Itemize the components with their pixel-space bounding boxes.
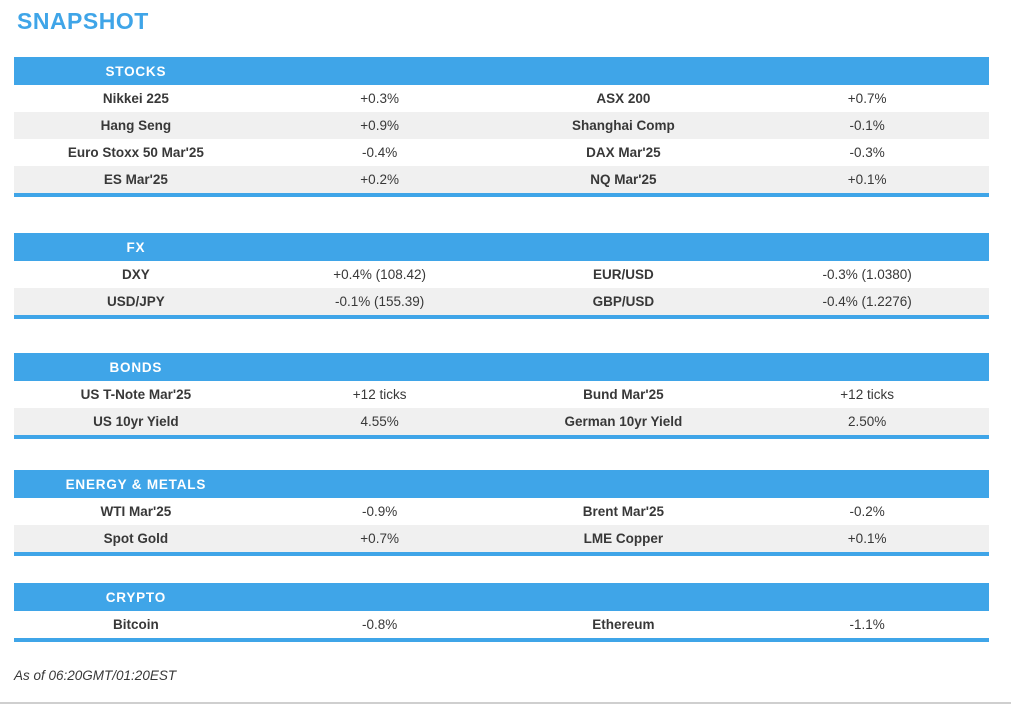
section-fx: FX DXY +0.4% (108.42) EUR/USD -0.3% (1.0… [14, 233, 989, 319]
instrument-value: +0.4% (108.42) [333, 267, 426, 282]
instrument-name: Bitcoin [113, 617, 159, 632]
section-header: CRYPTO [14, 583, 989, 611]
table-row: USD/JPY -0.1% (155.39) GBP/USD -0.4% (1.… [14, 288, 989, 315]
section-rows: DXY +0.4% (108.42) EUR/USD -0.3% (1.0380… [14, 261, 989, 315]
section-crypto: CRYPTO Bitcoin -0.8% Ethereum -1.1% [14, 583, 989, 642]
instrument-value: -0.4% (1.2276) [822, 294, 912, 309]
section-header-label: CRYPTO [105, 589, 167, 605]
instrument-name: ASX 200 [596, 91, 651, 106]
table-row: ES Mar'25 +0.2% NQ Mar'25 +0.1% [14, 166, 989, 193]
instrument-value: -0.2% [849, 504, 885, 519]
instrument-value: 4.55% [360, 414, 399, 429]
instrument-value: -0.1% (155.39) [334, 294, 425, 309]
snapshot-page: SNAPSHOT STOCKS Nikkei 225 +0.3% ASX 200… [0, 10, 1011, 683]
table-row: Spot Gold +0.7% LME Copper +0.1% [14, 525, 989, 552]
table-row: US 10yr Yield 4.55% German 10yr Yield 2.… [14, 408, 989, 435]
footer-timestamp: As of 06:20GMT/01:20EST [14, 668, 177, 683]
instrument-name: Spot Gold [103, 531, 169, 546]
instrument-name: USD/JPY [106, 294, 165, 309]
instrument-name: EUR/USD [592, 267, 654, 282]
instrument-value: +0.9% [360, 118, 399, 133]
table-row: Hang Seng +0.9% Shanghai Comp -0.1% [14, 112, 989, 139]
table-row: Bitcoin -0.8% Ethereum -1.1% [14, 611, 989, 638]
instrument-value: +0.7% [360, 531, 399, 546]
table-row: Euro Stoxx 50 Mar'25 -0.4% DAX Mar'25 -0… [14, 139, 989, 166]
instrument-value: -0.9% [361, 504, 398, 519]
instrument-name: German 10yr Yield [564, 414, 683, 429]
instrument-name: Bund Mar'25 [583, 387, 664, 402]
instrument-value: -0.4% [361, 145, 398, 160]
section-header: STOCKS [14, 57, 989, 85]
instrument-name: DAX Mar'25 [586, 145, 661, 160]
instrument-value: 2.50% [847, 414, 887, 429]
section-header-label: STOCKS [105, 63, 167, 79]
table-row: DXY +0.4% (108.42) EUR/USD -0.3% (1.0380… [14, 261, 989, 288]
instrument-name: Euro Stoxx 50 Mar'25 [67, 145, 204, 160]
instrument-value: +0.7% [847, 91, 887, 106]
section-bonds: BONDS US T-Note Mar'25 +12 ticks Bund Ma… [14, 353, 989, 439]
instrument-name: US 10yr Yield [93, 414, 179, 429]
instrument-name: Hang Seng [100, 118, 172, 133]
instrument-value: -0.1% [849, 118, 885, 133]
section-header-label: FX [126, 239, 146, 255]
section-rows: Bitcoin -0.8% Ethereum -1.1% [14, 611, 989, 638]
instrument-name: Nikkei 225 [102, 91, 169, 106]
section-header-label: BONDS [109, 359, 163, 375]
instrument-value: +12 ticks [352, 387, 407, 402]
instrument-name: DXY [121, 267, 150, 282]
instrument-value: -0.3% (1.0380) [822, 267, 912, 282]
instrument-name: Ethereum [592, 617, 655, 632]
table-row: Nikkei 225 +0.3% ASX 200 +0.7% [14, 85, 989, 112]
table-row: WTI Mar'25 -0.9% Brent Mar'25 -0.2% [14, 498, 989, 525]
section-energy-metals: ENERGY & METALS WTI Mar'25 -0.9% Brent M… [14, 470, 989, 556]
section-header-label: ENERGY & METALS [65, 476, 207, 492]
instrument-value: +0.3% [360, 91, 399, 106]
section-rows: US T-Note Mar'25 +12 ticks Bund Mar'25 +… [14, 381, 989, 435]
instrument-name: ES Mar'25 [103, 172, 168, 187]
instrument-name: Shanghai Comp [571, 118, 675, 133]
instrument-value: +0.1% [847, 172, 887, 187]
instrument-name: GBP/USD [592, 294, 655, 309]
table-row: US T-Note Mar'25 +12 ticks Bund Mar'25 +… [14, 381, 989, 408]
instrument-name: NQ Mar'25 [590, 172, 657, 187]
section-header: BONDS [14, 353, 989, 381]
instrument-name: Brent Mar'25 [582, 504, 664, 519]
instrument-value: -1.1% [849, 617, 885, 632]
instrument-name: WTI Mar'25 [100, 504, 172, 519]
section-rows: WTI Mar'25 -0.9% Brent Mar'25 -0.2% Spot… [14, 498, 989, 552]
section-rows: Nikkei 225 +0.3% ASX 200 +0.7% Hang Seng… [14, 85, 989, 193]
instrument-value: -0.8% [361, 617, 398, 632]
instrument-value: +0.1% [847, 531, 887, 546]
instrument-name: US T-Note Mar'25 [80, 387, 192, 402]
instrument-value: +12 ticks [840, 387, 894, 402]
section-header: FX [14, 233, 989, 261]
section-header: ENERGY & METALS [14, 470, 989, 498]
instrument-name: LME Copper [583, 531, 664, 546]
page-title: SNAPSHOT [17, 8, 149, 34]
section-stocks: STOCKS Nikkei 225 +0.3% ASX 200 +0.7% Ha… [14, 57, 989, 197]
instrument-value: -0.3% [849, 145, 885, 160]
instrument-value: +0.2% [360, 172, 399, 187]
